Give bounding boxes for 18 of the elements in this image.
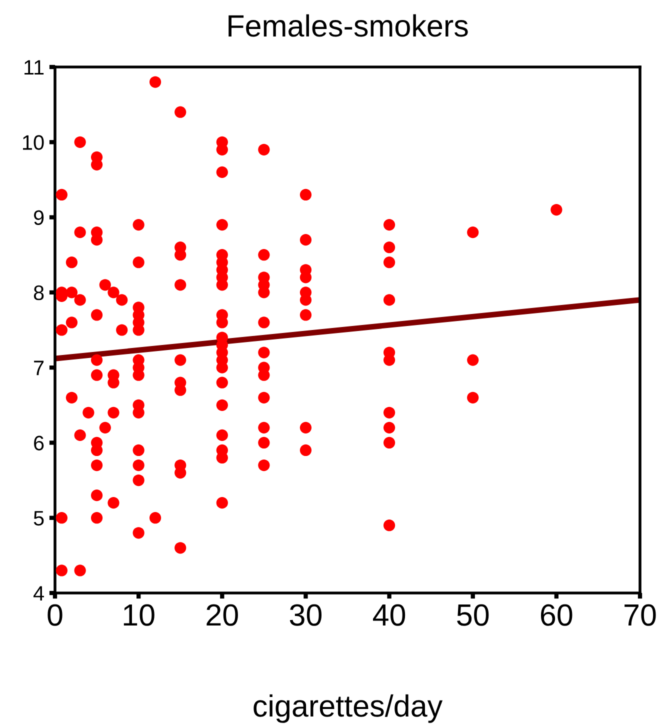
y-tick-label: 4 [33,586,44,601]
x-tick-label: 60 [540,604,572,626]
y-tick-label: 11 [24,60,44,75]
x-tick-label: 20 [206,604,238,626]
x-tick-label: 0 [48,604,62,626]
chart-title: Females-smokers [228,14,468,37]
x-tick-label: 40 [372,604,406,626]
x-tick-label: 50 [457,604,489,626]
x-axis-title: cigarettes/day [254,694,443,723]
x-tick-label: 70 [624,604,656,626]
x-tick-label: 10 [124,604,154,626]
y-tick-label: 10 [23,135,44,150]
y-tick-label: 5 [34,511,44,526]
y-tick-label: 6 [34,436,44,450]
y-tick-label: 8 [34,285,44,300]
y-tick-label: 9 [34,210,44,226]
y-tick-label: 7 [34,360,44,376]
x-tick-label: 30 [290,604,322,626]
